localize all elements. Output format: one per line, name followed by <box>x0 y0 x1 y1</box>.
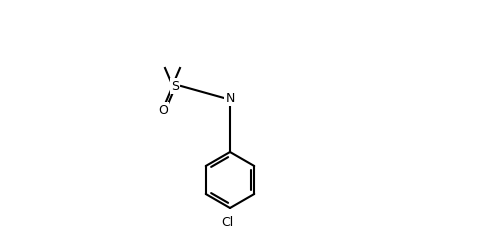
Text: N: N <box>225 91 235 104</box>
Text: O: O <box>158 104 168 116</box>
Text: Cl: Cl <box>221 215 233 228</box>
Text: S: S <box>171 79 179 93</box>
